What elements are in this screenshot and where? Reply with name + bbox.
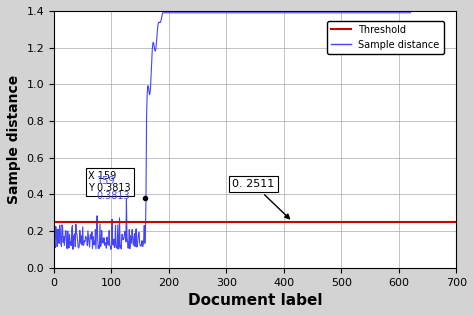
- Text: 0.3813: 0.3813: [97, 191, 130, 201]
- Threshold: [51, 220, 57, 224]
- Text: X 159
Y 0.3813: X 159 Y 0.3813: [89, 171, 131, 193]
- Sample distance: [184, 11, 190, 15]
- Sample distance: [329, 11, 335, 15]
- Text: 159: 159: [97, 176, 115, 186]
- Line: Sample distance: Sample distance: [55, 13, 410, 249]
- Sample distance: [52, 241, 57, 245]
- X-axis label: Document label: Document label: [188, 293, 322, 308]
- Sample distance: [160, 11, 166, 15]
- Sample distance: [310, 11, 315, 15]
- Sample distance: [102, 241, 108, 244]
- Sample distance: [108, 248, 114, 251]
- Sample distance: [400, 11, 405, 15]
- Sample distance: [352, 11, 357, 15]
- Legend: Threshold, Sample distance: Threshold, Sample distance: [328, 21, 444, 54]
- Text: 0. 2511: 0. 2511: [232, 179, 290, 219]
- Y-axis label: Sample distance: Sample distance: [7, 75, 21, 204]
- Sample distance: [408, 11, 413, 15]
- Threshold: [52, 220, 57, 224]
